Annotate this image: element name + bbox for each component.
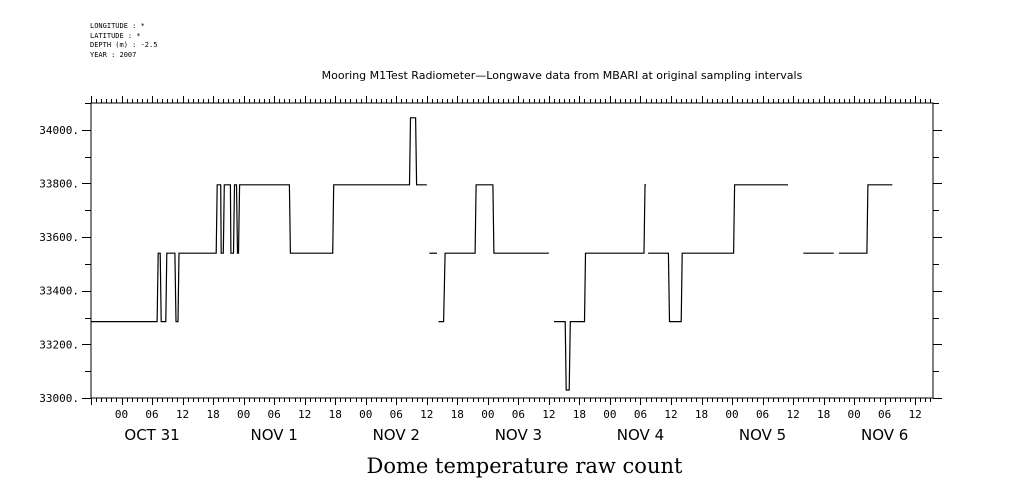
metadata-block: LONGITUDE : * LATITUDE : * DEPTH (m) : -… (90, 22, 157, 60)
series-line-segment (91, 117, 427, 323)
longitude-label: LONGITUDE : * (90, 22, 145, 30)
x-tick-label: 06 (878, 408, 891, 421)
x-tick-label: 18 (206, 408, 219, 421)
x-tick-label: 00 (115, 408, 128, 421)
x-date-label: NOV 5 (739, 426, 786, 444)
y-tick-label: 33000. (39, 392, 79, 405)
x-tick-label: 06 (634, 408, 647, 421)
y-tick-label: 34000. (39, 124, 79, 137)
series-line-segment (838, 184, 893, 254)
x-date-label: NOV 2 (373, 426, 420, 444)
x-tick-label: 00 (725, 408, 738, 421)
x-tick-label: 18 (573, 408, 586, 421)
y-tick-label: 33600. (39, 231, 79, 244)
x-date-label: NOV 1 (250, 426, 297, 444)
y-tick-label: 33400. (39, 285, 79, 298)
x-date-label: NOV 3 (495, 426, 542, 444)
x-tick-label: 12 (909, 408, 922, 421)
x-tick-label: 06 (268, 408, 281, 421)
x-tick-label: 06 (145, 408, 158, 421)
depth-label: DEPTH (m) : -2.5 (90, 41, 158, 49)
year-label: YEAR : 2007 (90, 50, 137, 59)
x-tick-label: 12 (298, 408, 311, 421)
x-tick-label: 18 (695, 408, 708, 421)
series-line-segment (648, 184, 788, 323)
x-tick-label: 12 (664, 408, 677, 421)
x-tick-label: 12 (420, 408, 433, 421)
x-tick-label: 00 (603, 408, 616, 421)
latitude-label: LATITUDE : * (90, 31, 141, 40)
x-tick-label: 12 (176, 408, 189, 421)
x-tick-label: 00 (359, 408, 372, 421)
x-date-label: NOV 6 (861, 426, 908, 444)
x-date-label: NOV 4 (617, 426, 664, 444)
x-axis-label: Dome temperature raw count (366, 454, 683, 478)
x-tick-label: 18 (329, 408, 342, 421)
y-tick-label: 33800. (39, 177, 79, 190)
plot-frame (90, 102, 934, 399)
x-tick-label: 06 (390, 408, 403, 421)
x-tick-label: 18 (817, 408, 830, 421)
chart-title: Mooring M1Test Radiometer—Longwave data … (321, 69, 803, 82)
series-line-segment (554, 184, 647, 391)
series-line-segment (438, 184, 549, 323)
x-date-label: OCT 31 (124, 426, 179, 444)
x-tick-label: 06 (512, 408, 525, 421)
x-tick-label: 12 (542, 408, 555, 421)
x-tick-label: 12 (786, 408, 799, 421)
y-tick-label: 33200. (39, 338, 79, 351)
x-tick-label: 18 (451, 408, 464, 421)
x-tick-label: 00 (481, 408, 494, 421)
x-tick-label: 00 (848, 408, 861, 421)
x-tick-label: 06 (756, 408, 769, 421)
x-tick-label: 00 (237, 408, 250, 421)
